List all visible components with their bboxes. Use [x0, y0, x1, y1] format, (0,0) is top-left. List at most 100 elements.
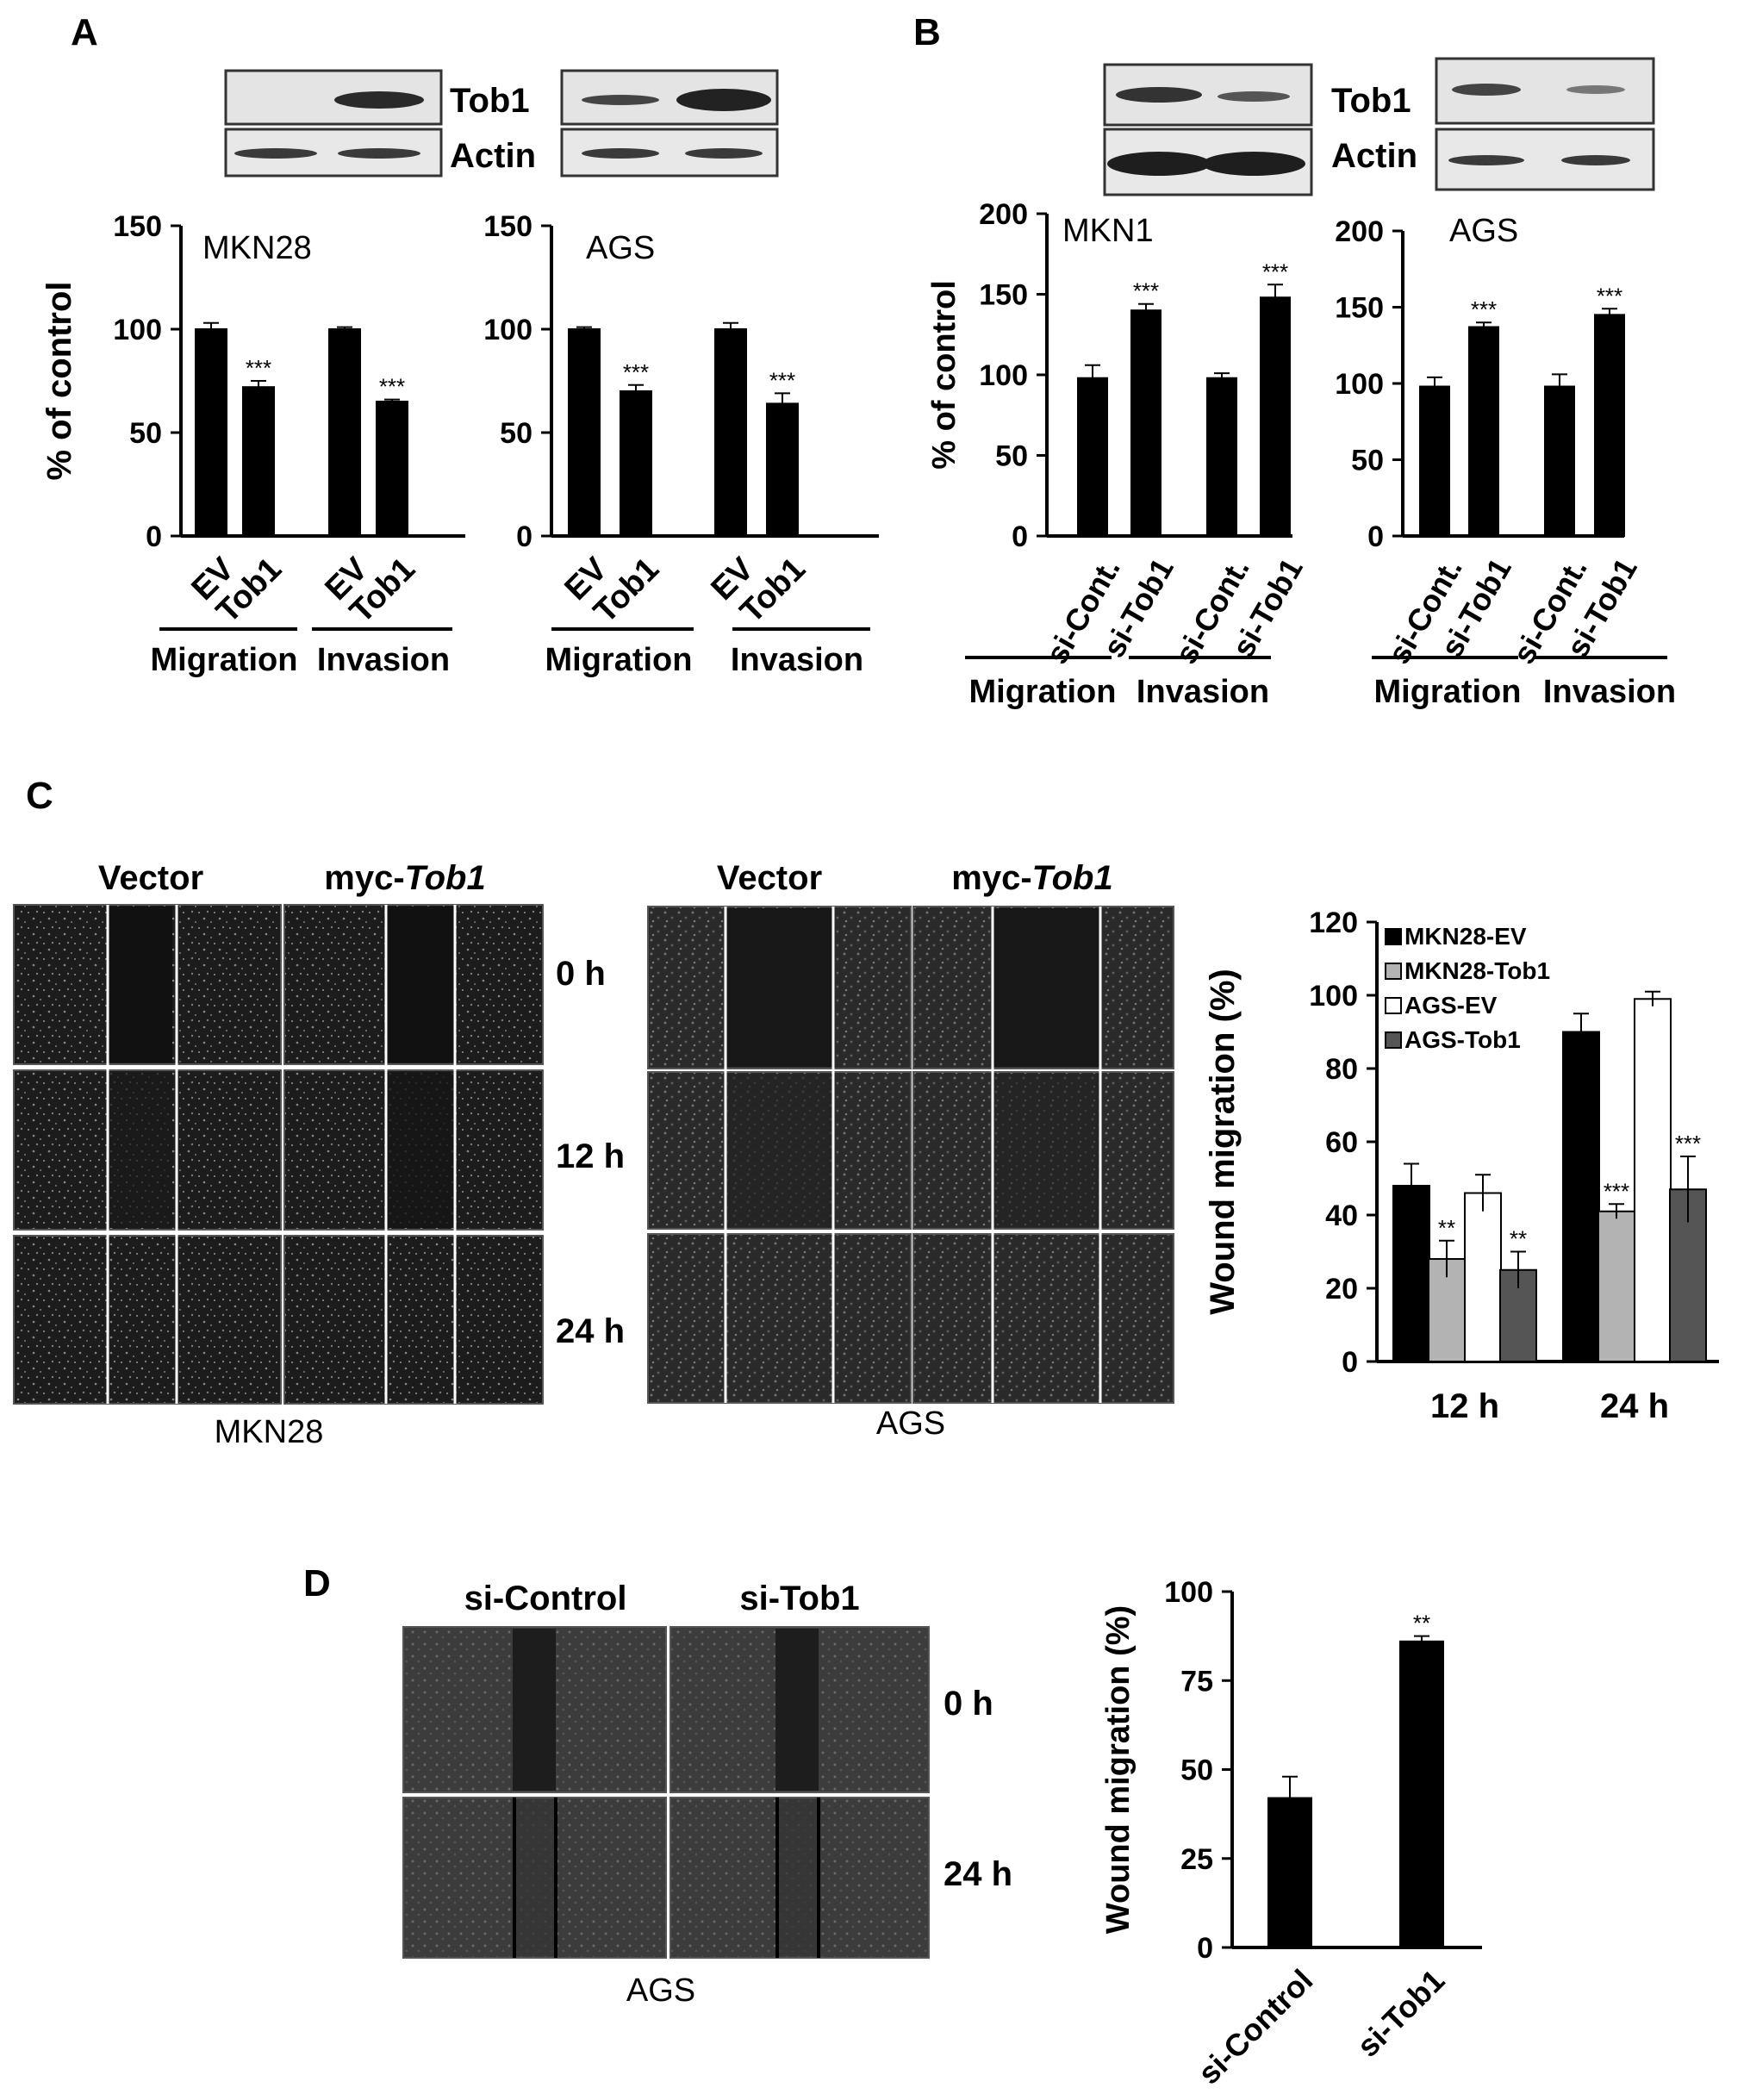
significance-label: *** — [1133, 278, 1159, 304]
western-blot-a: Tob1 Actin — [224, 69, 779, 178]
x-tick-label: si-Control — [1191, 1962, 1319, 2091]
bar — [1260, 296, 1291, 537]
blot-a-tob1-label: Tob1 — [450, 82, 530, 120]
x-tick-label: 12 h — [1430, 1387, 1499, 1425]
scratch-c-right-cell-line: AGS — [876, 1405, 945, 1442]
y-tick-label: 100 — [979, 359, 1028, 392]
y-tick-label: 25 — [1180, 1843, 1213, 1876]
y-tick-label: 100 — [113, 314, 162, 346]
y-tick-label: 60 — [1325, 1126, 1358, 1159]
y-tick-label: 100 — [1164, 1576, 1213, 1609]
significance-label: ** — [1438, 1215, 1455, 1241]
bar — [195, 328, 227, 537]
scratch-c-left-col1: Vector — [98, 859, 203, 897]
scratch-images-c-ags — [647, 906, 1174, 1404]
scratch-c-left-col2: myc-Tob1 — [324, 859, 485, 897]
y-tick-label: 75 — [1180, 1665, 1213, 1698]
y-tick-label: 0 — [1367, 520, 1384, 553]
chart-title: AGS — [586, 230, 655, 266]
bar — [1392, 1185, 1430, 1362]
significance-label: *** — [1597, 283, 1622, 308]
group-label: Migration — [1374, 674, 1522, 710]
chart-title: MKN28 — [202, 230, 312, 266]
panel-label-d: D — [303, 1562, 331, 1605]
legend-label: AGS-EV — [1404, 992, 1498, 1019]
bar — [714, 328, 747, 537]
scratch-d-cell-line: AGS — [626, 1972, 695, 2009]
bar — [1267, 1797, 1312, 1949]
significance-label: ** — [1510, 1226, 1527, 1252]
bar — [1562, 1031, 1600, 1362]
bar — [328, 328, 361, 537]
panel-label-b: B — [913, 11, 941, 53]
y-tick-label: 150 — [1335, 292, 1384, 325]
y-tick-label: 150 — [113, 210, 162, 243]
group-label: Invasion — [317, 642, 450, 678]
y-tick-label: 50 — [500, 417, 532, 450]
scratch-d-col1: si-Control — [464, 1580, 627, 1617]
y-tick-label: 80 — [1325, 1053, 1358, 1086]
group-label: Invasion — [1137, 674, 1269, 710]
chart-title: MKN1 — [1062, 213, 1154, 249]
bar — [1597, 1210, 1635, 1362]
group-label: Invasion — [1543, 674, 1676, 710]
scratch-d-time-24h: 24 h — [944, 1855, 1012, 1893]
y-tick-label: 50 — [1180, 1754, 1213, 1787]
y-tick-label: 0 — [516, 520, 532, 553]
scratch-c-time-0h: 0 h — [556, 955, 606, 993]
chart-d-wound-migration: 0 25 50 75 100 Wound migration (%) ** si-Contro… — [1100, 1576, 1482, 2091]
scratch-c-time-12h: 12 h — [556, 1137, 625, 1175]
blot-a-actin-label: Actin — [450, 137, 536, 175]
y-tick-label: 0 — [1342, 1346, 1358, 1379]
y-tick-label: 150 — [979, 279, 1028, 312]
y-tick-label: 20 — [1325, 1273, 1358, 1305]
y-tick-label: 200 — [1335, 215, 1384, 248]
scratch-images-c-mkn28 — [13, 904, 544, 1405]
significance-label: *** — [769, 367, 795, 393]
y-tick-label: 150 — [483, 210, 532, 243]
bar — [376, 401, 408, 537]
bar — [766, 402, 799, 537]
y-tick-label: 50 — [1351, 445, 1384, 477]
significance-label: *** — [1604, 1178, 1629, 1204]
legend-label: AGS-Tob1 — [1404, 1026, 1521, 1053]
group-label: Migration — [969, 674, 1117, 710]
group-label: Migration — [545, 642, 693, 678]
y-tick-label: 0 — [146, 520, 162, 553]
bar — [1130, 309, 1161, 537]
significance-label: ** — [1413, 1611, 1430, 1636]
scratch-c-time-24h: 24 h — [556, 1312, 625, 1350]
panel-label-a: A — [71, 11, 98, 53]
bar — [1077, 377, 1108, 537]
bar — [242, 386, 275, 538]
x-tick-label: 24 h — [1600, 1387, 1669, 1425]
scratch-d-time-0h: 0 h — [944, 1685, 993, 1723]
scratch-c-right-col2: myc-Tob1 — [951, 859, 1112, 897]
bar — [1544, 385, 1575, 538]
scratch-c-right-col1: Vector — [717, 859, 822, 897]
legend-label: MKN28-EV — [1404, 923, 1527, 950]
y-tick-label: 50 — [995, 440, 1028, 473]
legend-swatch — [1385, 963, 1402, 980]
y-axis-label: % of control — [40, 281, 78, 480]
significance-label: *** — [1471, 296, 1497, 322]
y-tick-label: 100 — [1309, 980, 1358, 1013]
legend-swatch — [1385, 928, 1402, 945]
y-axis-label: Wound migration (%) — [1100, 1605, 1137, 1934]
y-tick-label: 200 — [979, 198, 1028, 231]
chart-title: AGS — [1449, 213, 1518, 249]
y-tick-label: 50 — [129, 417, 162, 450]
legend-swatch — [1385, 1031, 1402, 1049]
legend-label: MKN28-Tob1 — [1404, 957, 1550, 984]
blot-b-actin-label: Actin — [1331, 137, 1417, 175]
bar — [1399, 1640, 1444, 1948]
y-tick-label: 100 — [483, 314, 532, 346]
significance-label: *** — [1262, 259, 1288, 284]
group-label: Invasion — [731, 642, 863, 678]
